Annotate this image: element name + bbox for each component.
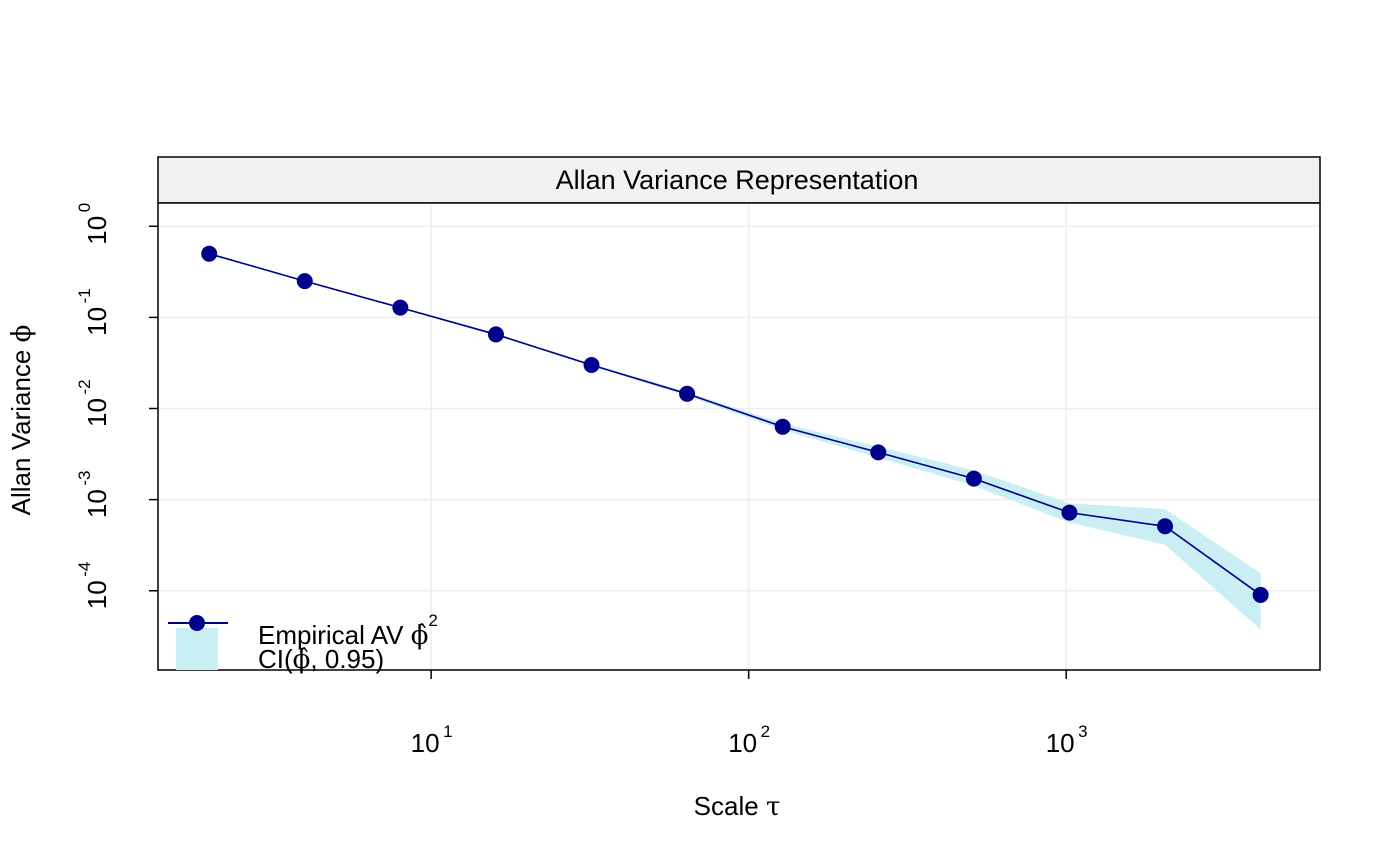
plot-frame (157, 202, 1321, 671)
legend-empirical-sup: 2 (428, 611, 437, 630)
y-tick-label: 10 (82, 398, 112, 427)
y-tick-exponent: -2 (75, 379, 94, 394)
legend: Empirical AV ϕ̂2 CI(ϕ̂, 0.95) (168, 611, 438, 675)
y-tick-label: 10 (82, 489, 112, 518)
y-axis-title-group: Allan Variance ϕ (6, 325, 37, 516)
x-tick-exponent: 3 (1078, 722, 1087, 741)
empirical-av-point (583, 357, 600, 374)
chart-strip (157, 156, 1321, 204)
legend-empirical-text: Empirical AV (258, 620, 404, 650)
empirical-av-point (1252, 586, 1269, 603)
legend-label-empirical: Empirical AV ϕ̂2 (258, 611, 438, 651)
y-tick-exponent: -3 (75, 471, 94, 486)
x-axis-title: Scale τ (694, 791, 781, 822)
empirical-av-point (965, 470, 982, 487)
y-axis-title: Allan Variance ϕ (6, 325, 37, 516)
tau-symbol: τ (766, 792, 780, 822)
legend-ci-prefix: CI( (258, 644, 293, 674)
y-axis-title-text: Allan Variance (6, 350, 36, 516)
empirical-av-point (1157, 518, 1174, 535)
legend-ci-suffix: , 0.95) (310, 644, 384, 674)
y-tick-group: 100 (75, 203, 112, 245)
empirical-av-point (487, 326, 504, 343)
legend-marker (189, 615, 205, 631)
legend-label-ci: CI(ϕ̂, 0.95) (258, 644, 384, 675)
x-axis-ticks: 10 1 10 2 10 3 (411, 670, 1088, 758)
y-tick-exponent: -1 (75, 288, 94, 303)
chart-title: Allan Variance Representation (556, 165, 919, 195)
y-tick-exponent: 0 (75, 203, 94, 212)
empirical-av-point (392, 299, 409, 316)
empirical-av-point (296, 273, 313, 290)
phi-symbol: ϕ (7, 325, 37, 343)
empirical-av-point (679, 385, 696, 402)
y-tick-group: 10-3 (75, 471, 112, 519)
x-tick-label: 10 (728, 728, 757, 758)
grid (158, 203, 1320, 670)
y-tick-label: 10 (82, 307, 112, 336)
legend-band-swatch (176, 628, 218, 670)
legend-empirical-symbol: ϕ̂ (411, 621, 429, 651)
plot-panel (158, 203, 1320, 670)
y-tick-label: 10 (82, 580, 112, 609)
empirical-av-point (870, 444, 887, 461)
empirical-av-line (208, 252, 1262, 596)
legend-ci-symbol: ϕ̂ (293, 645, 311, 675)
x-tick-exponent: 1 (443, 722, 452, 741)
x-tick-exponent: 2 (761, 722, 770, 741)
x-tick-label: 10 (411, 728, 440, 758)
series-layer (201, 245, 1269, 603)
y-tick-group: 10-2 (75, 379, 112, 427)
empirical-av-point (201, 245, 218, 262)
x-tick-label: 10 (1046, 728, 1075, 758)
empirical-av-point (1061, 504, 1078, 521)
y-tick-exponent: -4 (75, 562, 94, 577)
empirical-av-point (774, 418, 791, 435)
y-tick-label: 10 (82, 216, 112, 245)
x-axis-title-text: Scale (694, 791, 759, 821)
y-tick-group: 10-4 (75, 562, 112, 610)
y-tick-group: 10-1 (75, 288, 112, 336)
